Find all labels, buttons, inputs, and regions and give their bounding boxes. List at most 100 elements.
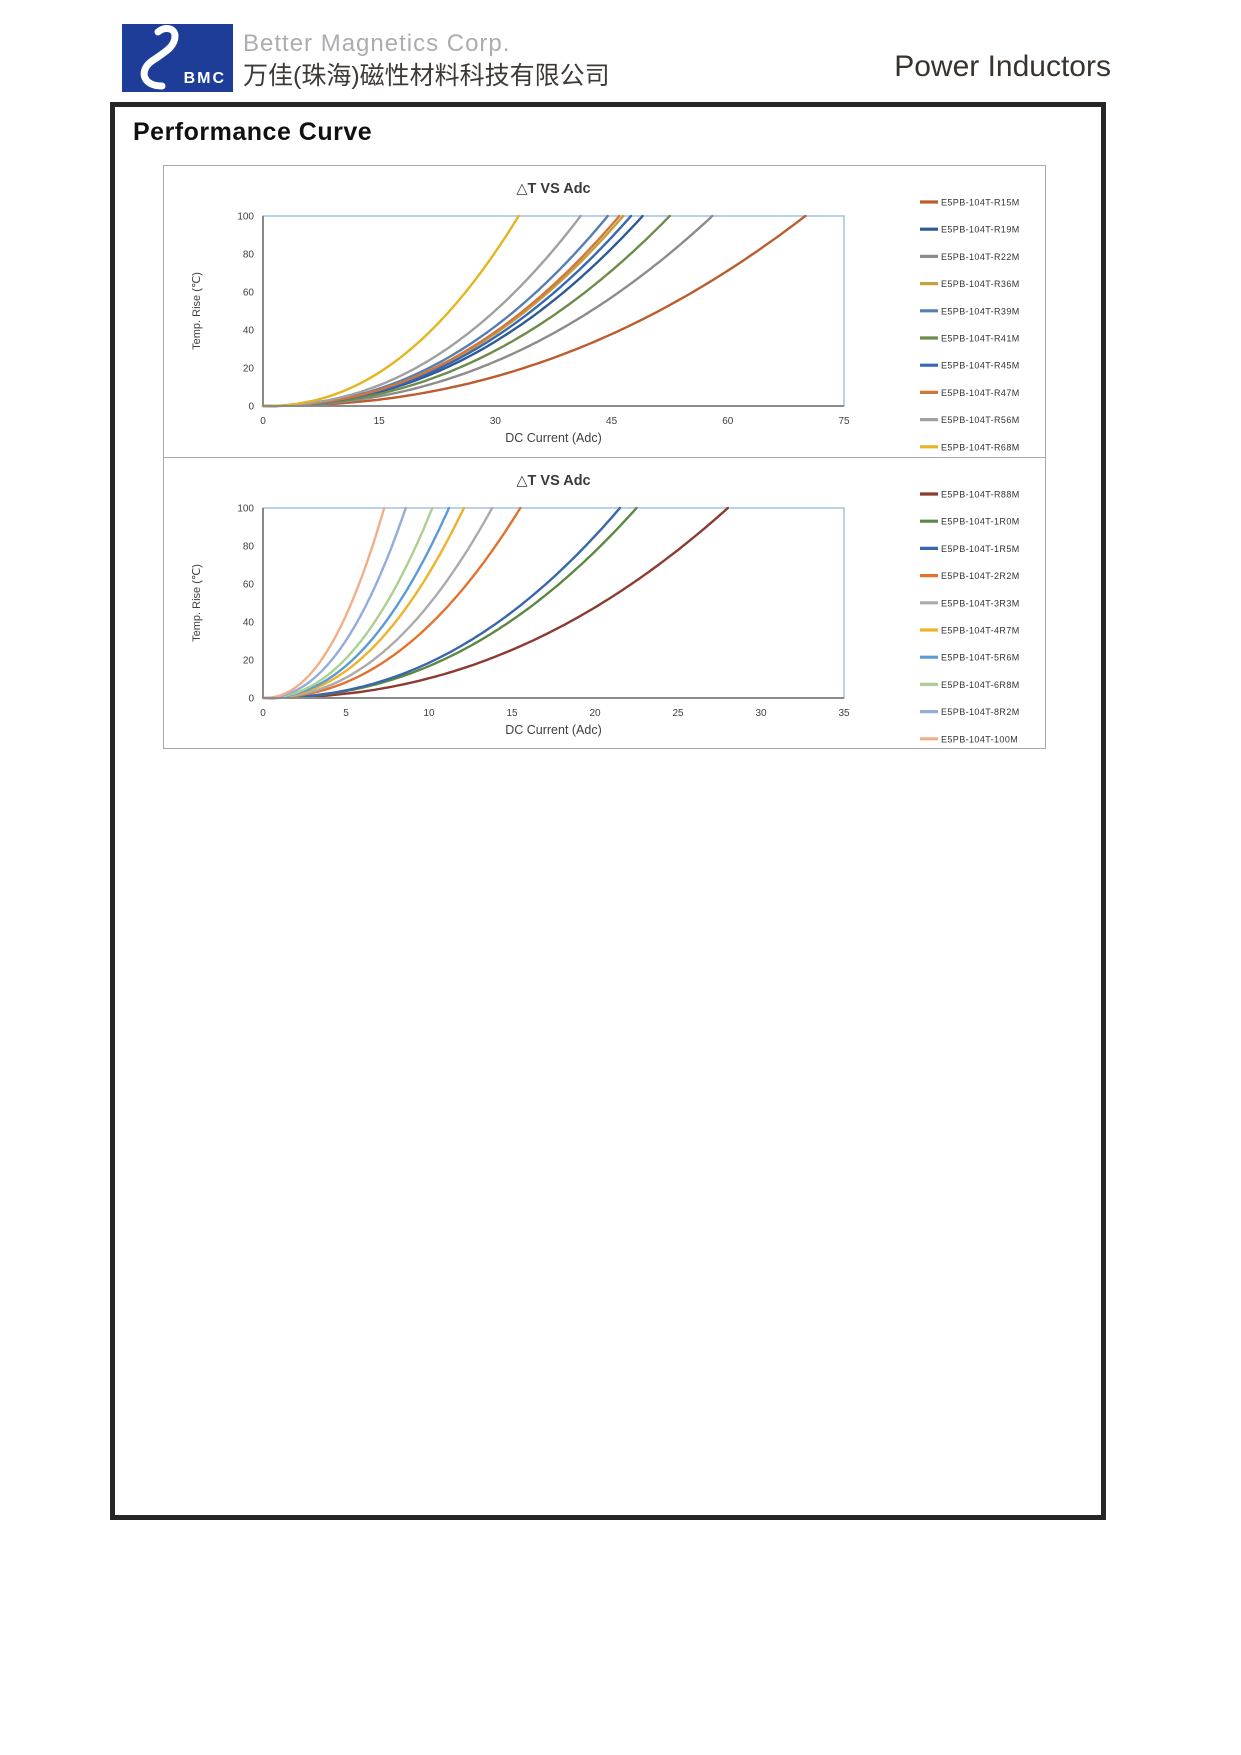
legend-item: E5PB-104T-8R2M: [920, 707, 1020, 717]
series-curve-E5PB-104T-R47M: [261, 214, 621, 408]
x-axis-label: DC Current (Adc): [505, 431, 602, 445]
x-tick-label: 30: [755, 708, 767, 719]
temp-rise-chart-top: △T VS Adc 0 20 40 60 80 100 0 15 30 45 60 75 DC Curre…: [191, 181, 1020, 452]
company-block: Better Magnetics Corp. 万佳(珠海)磁性材料科技有限公司: [243, 30, 610, 90]
legend-label: E5PB-104T-R19M: [941, 225, 1020, 235]
chart-section-bottom: △T VS Adc 0 20 40 60 80 100 0 5 10 15 20 25 30 35 DC Cu…: [164, 457, 1045, 749]
series-curve-E5PB-104T-6R8M: [261, 506, 434, 700]
y-axis-label: Temp. Rise (℃): [191, 272, 203, 350]
legend-item: E5PB-104T-3R3M: [920, 598, 1020, 608]
y-tick-label: 60: [243, 288, 255, 299]
legend-label: E5PB-104T-R88M: [941, 490, 1020, 500]
legend-label: E5PB-104T-6R8M: [941, 680, 1020, 690]
x-tick-label: 35: [838, 708, 850, 719]
company-name-cn: 万佳(珠海)磁性材料科技有限公司: [243, 61, 610, 90]
legend-item: E5PB-104T-R19M: [920, 225, 1020, 235]
legend-label: E5PB-104T-R45M: [941, 361, 1020, 371]
x-tick-label: 0: [260, 708, 266, 719]
legend-item: E5PB-104T-4R7M: [920, 626, 1020, 636]
x-tick-label: 0: [260, 416, 266, 427]
legend-item: E5PB-104T-R45M: [920, 361, 1020, 371]
legend-item: E5PB-104T-6R8M: [920, 680, 1020, 690]
x-tick-label: 25: [672, 708, 684, 719]
y-tick-label: 100: [237, 504, 254, 515]
series-curve-E5PB-104T-R15M: [261, 214, 807, 408]
chart-title: △T VS Adc: [516, 473, 590, 489]
chart-section-top: △T VS Adc 0 20 40 60 80 100 0 15 30 45 60 75 DC Curre…: [164, 166, 1045, 457]
legend-item: E5PB-104T-R15M: [920, 198, 1020, 208]
x-axis-label: DC Current (Adc): [505, 723, 602, 737]
y-tick-label: 40: [243, 326, 255, 337]
series-curve-E5PB-104T-4R7M: [261, 506, 466, 700]
x-tick-label: 30: [490, 416, 502, 427]
y-tick-label: 20: [243, 364, 255, 375]
x-tick-label: 10: [423, 708, 435, 719]
section-title: Performance Curve: [133, 118, 373, 146]
y-tick-label: 40: [243, 618, 255, 629]
legend-item: E5PB-104T-R41M: [920, 334, 1020, 344]
y-tick-label: 80: [243, 250, 255, 261]
y-tick-label: 0: [248, 694, 254, 705]
x-tick-label: 75: [838, 416, 850, 427]
legend-item: E5PB-104T-100M: [920, 734, 1018, 744]
y-tick-label: 0: [248, 402, 254, 413]
legend-label: E5PB-104T-R36M: [941, 279, 1020, 289]
legend-label: E5PB-104T-8R2M: [941, 707, 1020, 717]
x-tick-label: 20: [589, 708, 601, 719]
legend-item: E5PB-104T-R56M: [920, 415, 1020, 425]
company-name-en: Better Magnetics Corp.: [243, 30, 511, 57]
chart-title: △T VS Adc: [516, 181, 590, 197]
legend-label: E5PB-104T-4R7M: [941, 626, 1020, 636]
legend-item: E5PB-104T-R36M: [920, 279, 1020, 289]
x-tick-label: 60: [722, 416, 734, 427]
legend-item: E5PB-104T-1R0M: [920, 517, 1020, 527]
series-curve-E5PB-104T-R45M: [261, 214, 633, 408]
logo-swoosh-icon: [140, 25, 179, 90]
legend-label: E5PB-104T-R41M: [941, 334, 1020, 344]
legend-label: E5PB-104T-R39M: [941, 306, 1020, 316]
series-curve-E5PB-104T-100M: [261, 506, 386, 700]
legend-item: E5PB-104T-R22M: [920, 252, 1020, 262]
legend-label: E5PB-104T-R47M: [941, 388, 1020, 398]
y-axis-label: Temp. Rise (℃): [191, 564, 203, 642]
plot-area-frame: [262, 215, 845, 407]
series-curve-E5PB-104T-R36M: [261, 214, 625, 408]
chart-panel: △T VS Adc 0 20 40 60 80 100 0 15 30 45 60 75 DC Curre…: [163, 165, 1046, 749]
legend-label: E5PB-104T-5R6M: [941, 653, 1020, 663]
legend-label: E5PB-104T-1R0M: [941, 517, 1020, 527]
series-curve-E5PB-104T-R68M: [261, 214, 520, 408]
legend-label: E5PB-104T-R22M: [941, 252, 1020, 262]
temp-rise-chart-bottom: △T VS Adc 0 20 40 60 80 100 0 5 10 15 20 25 30 35 DC Cu…: [191, 473, 1020, 744]
product-title: Power Inductors: [894, 50, 1111, 83]
series-curve-E5PB-104T-8R2M: [261, 506, 407, 700]
legend-label: E5PB-104T-R15M: [941, 198, 1020, 208]
y-tick-label: 80: [243, 542, 255, 553]
legend-item: E5PB-104T-R68M: [920, 442, 1020, 452]
x-tick-label: 5: [343, 708, 349, 719]
y-tick-label: 20: [243, 656, 255, 667]
series-curve-E5PB-104T-2R2M: [261, 506, 522, 700]
legend-item: E5PB-104T-5R6M: [920, 653, 1020, 663]
legend-item: E5PB-104T-R88M: [920, 490, 1020, 500]
series-curve-E5PB-104T-1R5M: [261, 506, 622, 700]
x-tick-label: 15: [506, 708, 518, 719]
legend-item: E5PB-104T-R39M: [920, 306, 1020, 316]
legend-label: E5PB-104T-3R3M: [941, 598, 1020, 608]
legend-label: E5PB-104T-100M: [941, 734, 1018, 744]
legend-label: E5PB-104T-2R2M: [941, 571, 1020, 581]
legend-label: E5PB-104T-1R5M: [941, 544, 1020, 554]
bmc-logo: BMC: [122, 24, 233, 92]
y-tick-label: 100: [237, 212, 254, 223]
logo-abbr-text: BMC: [183, 70, 226, 87]
y-tick-label: 60: [243, 580, 255, 591]
legend-label: E5PB-104T-R56M: [941, 415, 1020, 425]
series-curve-E5PB-104T-R41M: [261, 214, 671, 408]
legend-item: E5PB-104T-2R2M: [920, 571, 1020, 581]
series-curve-E5PB-104T-R88M: [261, 506, 729, 700]
x-tick-label: 15: [374, 416, 386, 427]
series-curve-E5PB-104T-R56M: [261, 214, 582, 408]
x-tick-label: 45: [606, 416, 618, 427]
legend-label: E5PB-104T-R68M: [941, 442, 1020, 452]
legend-item: E5PB-104T-R47M: [920, 388, 1020, 398]
